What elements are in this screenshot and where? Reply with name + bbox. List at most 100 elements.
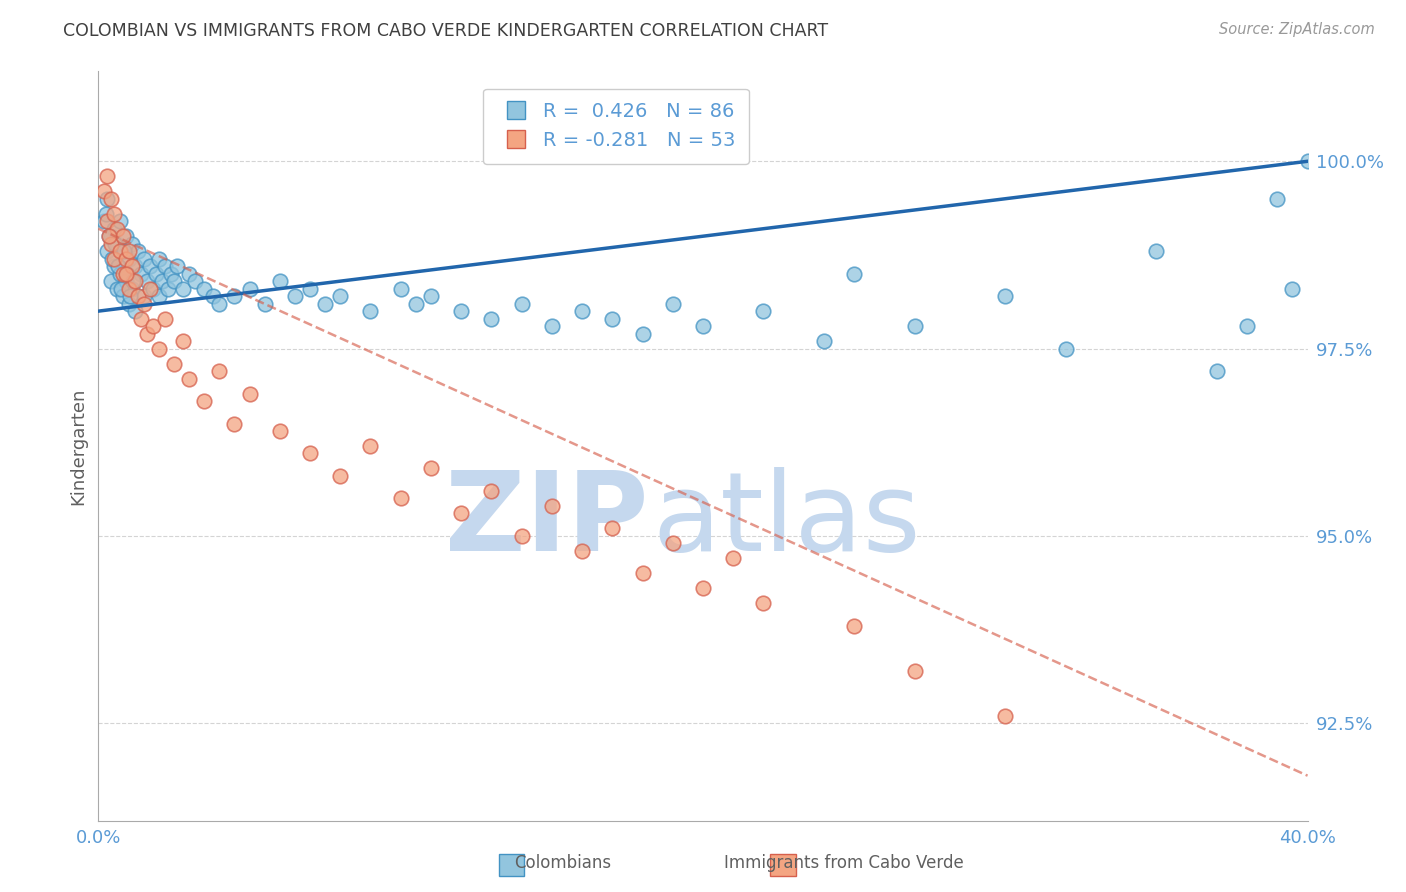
Point: [100, 236, 122, 251]
Point: [100, 192, 122, 206]
Point: [723, 551, 745, 566]
Point: [360, 304, 382, 318]
Point: [118, 282, 141, 296]
Point: [105, 236, 128, 251]
Point: [118, 252, 141, 266]
Point: [540, 319, 562, 334]
Point: [94, 207, 117, 221]
Point: [111, 244, 134, 259]
Point: [108, 214, 131, 228]
Point: [1146, 244, 1168, 259]
Point: [148, 252, 170, 266]
Point: [1206, 364, 1229, 378]
Bar: [770, 854, 796, 876]
Point: [105, 282, 128, 296]
Point: [571, 544, 593, 558]
Point: [111, 289, 134, 303]
Point: [540, 499, 562, 513]
Point: [844, 619, 866, 633]
Text: COLOMBIAN VS IMMIGRANTS FROM CABO VERDE KINDERGARTEN CORRELATION CHART: COLOMBIAN VS IMMIGRANTS FROM CABO VERDE …: [63, 22, 828, 40]
Point: [166, 259, 188, 273]
Point: [179, 267, 201, 281]
Point: [115, 267, 138, 281]
Point: [132, 296, 155, 310]
Point: [172, 334, 194, 348]
Point: [1267, 192, 1289, 206]
Point: [1281, 282, 1303, 296]
Point: [269, 274, 291, 288]
Point: [163, 274, 186, 288]
Point: [135, 326, 157, 341]
Point: [103, 221, 125, 235]
Point: [114, 267, 136, 281]
Point: [148, 289, 170, 303]
Point: [994, 289, 1017, 303]
Legend: R =  0.426   N = 86, R = -0.281   N = 53: R = 0.426 N = 86, R = -0.281 N = 53: [484, 88, 749, 163]
Point: [153, 259, 176, 273]
Point: [360, 439, 382, 453]
Point: [661, 536, 683, 550]
Point: [139, 282, 162, 296]
Point: [389, 282, 412, 296]
Point: [129, 311, 152, 326]
Point: [132, 252, 155, 266]
Point: [994, 708, 1017, 723]
Point: [111, 229, 134, 244]
Point: [389, 491, 412, 506]
Point: [139, 259, 162, 273]
Point: [752, 596, 775, 610]
Point: [112, 244, 135, 259]
Point: [269, 424, 291, 438]
Point: [107, 259, 129, 273]
Point: [104, 236, 127, 251]
Point: [111, 267, 134, 281]
Point: [299, 282, 322, 296]
Point: [299, 446, 322, 460]
Point: [142, 319, 165, 334]
Point: [118, 296, 141, 310]
Point: [420, 461, 443, 475]
Point: [904, 319, 927, 334]
Point: [208, 296, 231, 310]
Point: [118, 244, 141, 259]
Point: [114, 274, 136, 288]
Point: [93, 214, 115, 228]
Point: [571, 304, 593, 318]
Point: [904, 664, 927, 678]
Point: [98, 229, 121, 244]
Point: [100, 274, 122, 288]
Point: [108, 267, 131, 281]
Point: [208, 364, 231, 378]
Point: [314, 296, 336, 310]
Point: [103, 252, 125, 266]
Bar: [499, 854, 524, 876]
Point: [239, 386, 262, 401]
Point: [420, 289, 443, 303]
Point: [481, 311, 503, 326]
Point: [148, 342, 170, 356]
Point: [329, 289, 352, 303]
Text: atlas: atlas: [652, 467, 921, 574]
Point: [122, 274, 145, 288]
Point: [127, 244, 149, 259]
Point: [193, 282, 215, 296]
Point: [142, 282, 165, 296]
Point: [96, 169, 118, 184]
Point: [121, 236, 143, 251]
Point: [103, 207, 125, 221]
Point: [135, 274, 157, 288]
Text: Source: ZipAtlas.com: Source: ZipAtlas.com: [1219, 22, 1375, 37]
Point: [510, 529, 533, 543]
Point: [253, 296, 276, 310]
Point: [405, 296, 427, 310]
Point: [160, 267, 183, 281]
Point: [1054, 342, 1077, 356]
Point: [145, 267, 167, 281]
Point: [661, 296, 683, 310]
Point: [96, 214, 118, 228]
Point: [120, 289, 142, 303]
Point: [110, 282, 132, 296]
Point: [184, 274, 207, 288]
Point: [844, 267, 866, 281]
Text: Colombians: Colombians: [513, 855, 612, 872]
